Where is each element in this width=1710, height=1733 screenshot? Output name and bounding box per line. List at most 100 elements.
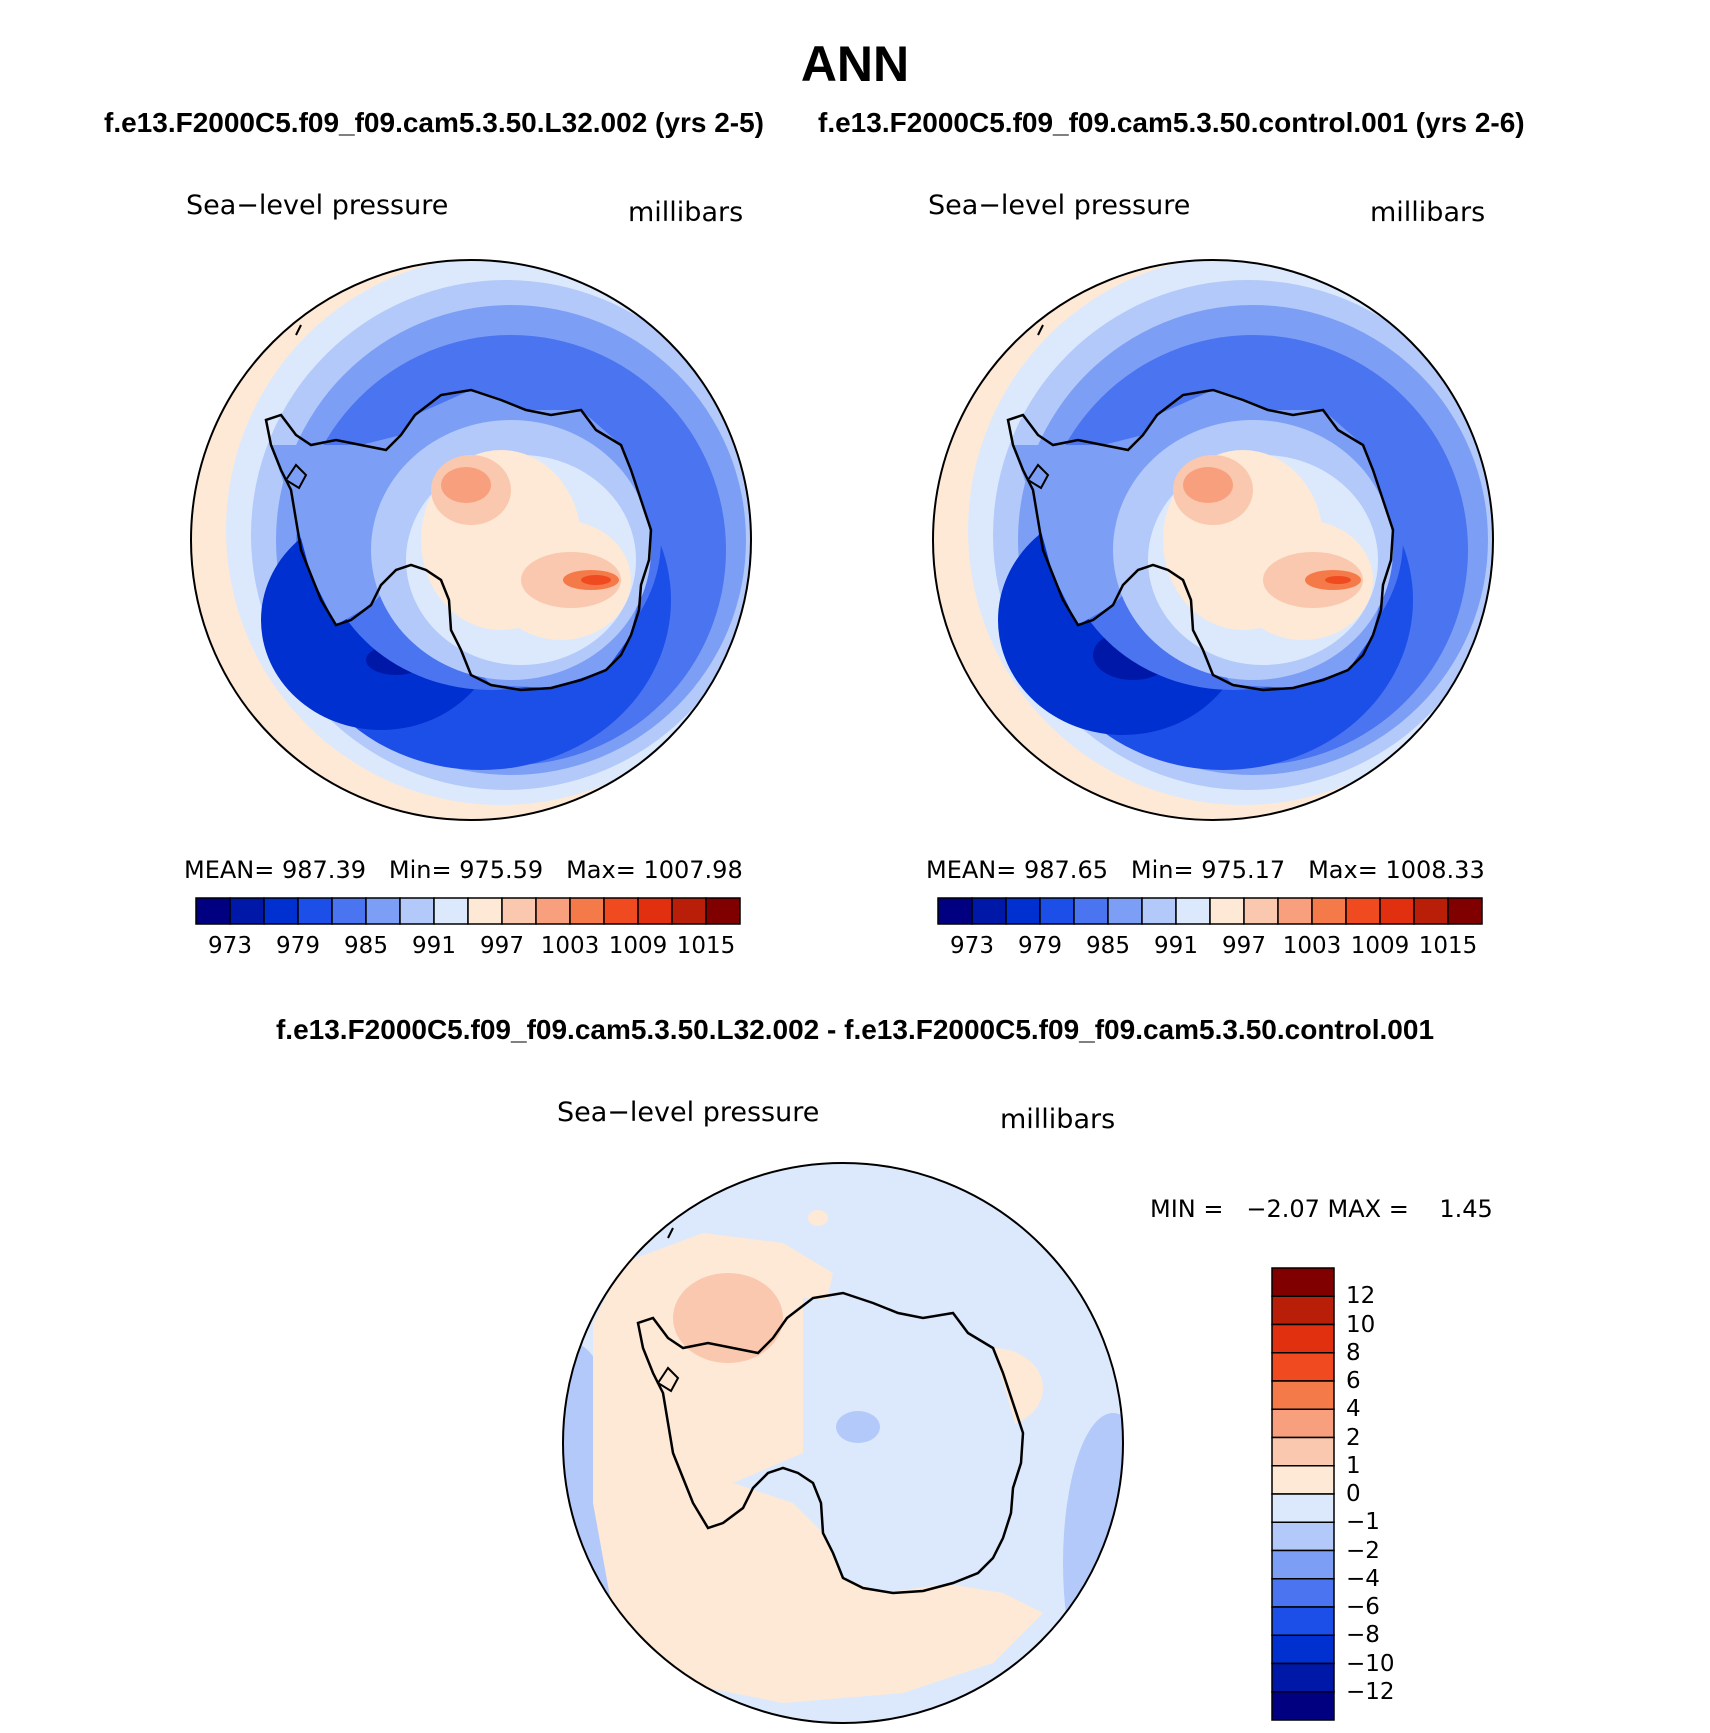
panel2-colorbar-box-1	[971, 897, 1007, 925]
panel2-max-value: 1008.33	[1385, 856, 1485, 884]
diff-colorbar-tick-label: 0	[1346, 1481, 1361, 1507]
diff-colorbar-tick-label: 4	[1346, 1396, 1361, 1423]
panel2-colorbar-tick-label: 1009	[1350, 933, 1410, 959]
panel2-colorbar-box-13	[1379, 897, 1415, 925]
panel2-colorbar-box-2	[1005, 897, 1041, 925]
panel2-mean-value: 987.65	[1024, 856, 1108, 884]
diff-colorbar-tick-label: −8	[1346, 1622, 1380, 1649]
panel2-run-title: f.e13.F2000C5.f09_f09.cam5.3.50.control.…	[818, 107, 1525, 138]
panel1-min-value: 975.59	[459, 856, 544, 884]
panel2-max-label: Max=	[1308, 856, 1378, 884]
panel2-colorbar-box-9	[1243, 897, 1279, 925]
panel2-colorbar-box-5	[1107, 897, 1143, 925]
diff-colorbar-box-15	[1271, 1691, 1335, 1721]
panel1-colorbar-box-6	[399, 897, 435, 925]
panel2-colorbar-box-7	[1175, 897, 1211, 925]
diff-colorbar-tick-label: 1	[1346, 1452, 1361, 1479]
panel2-min-value: 975.17	[1201, 856, 1286, 884]
panel2-polar-map	[932, 259, 1494, 821]
panel2-colorbar-box-8	[1209, 897, 1245, 925]
panel1-colorbar-tick-label: 991	[412, 933, 456, 959]
panel1-min-label: Min=	[388, 856, 452, 884]
panel1-mean-value: 987.39	[282, 856, 366, 884]
panel1-colorbar-box-10	[535, 897, 571, 925]
panel1-colorbar-box-7	[433, 897, 469, 925]
diff-colorbar-tick-label: −2	[1346, 1537, 1380, 1564]
panel1-colorbar-tick-label: 985	[344, 933, 388, 959]
diff-colorbar-tick-label: −12	[1346, 1678, 1395, 1705]
panel1-colorbar-box-14	[671, 897, 707, 925]
diff-colorbar-box-7	[1271, 1465, 1335, 1495]
panel2-colorbar-tick-label: 1003	[1282, 933, 1342, 959]
diff-colorbar-box-13	[1271, 1634, 1335, 1665]
panel1-polar-map	[190, 259, 752, 821]
diff-colorbar-box-0	[1271, 1267, 1335, 1297]
panel2-colorbar-tick-label: 997	[1222, 933, 1266, 959]
panel2-colorbar-box-11	[1311, 897, 1347, 925]
panel2-colorbar-tick-label: 991	[1154, 933, 1198, 959]
panel1-colorbar-box-5	[365, 897, 401, 925]
diff-colorbar-box-2	[1271, 1323, 1335, 1354]
panel2-colorbar-box-4	[1073, 897, 1109, 925]
panel1-colorbar-box-3	[297, 897, 333, 925]
diff-colorbar-box-10	[1271, 1549, 1335, 1580]
panel1-colorbar	[195, 897, 741, 925]
panel1-colorbar-box-8	[467, 897, 503, 925]
panel1-colorbar-tick-label: 1003	[540, 933, 600, 959]
panel2-colorbar-box-0	[937, 897, 973, 925]
panel1-colorbar-box-0	[195, 897, 231, 925]
panel1-colorbar-tick-label: 1009	[608, 933, 668, 959]
panel2-colorbar-box-15	[1447, 897, 1483, 925]
panel2-colorbar-tick-label: 1015	[1418, 933, 1478, 959]
panel1-colorbar-tick-label: 1015	[676, 933, 736, 959]
panel1-run-title: f.e13.F2000C5.f09_f09.cam5.3.50.L32.002 …	[104, 107, 764, 138]
diff-colorbar-box-1	[1271, 1295, 1335, 1326]
diff-colorbar-box-8	[1271, 1493, 1335, 1523]
plot-title: ANN	[800, 36, 910, 92]
diff-run-title: f.e13.F2000C5.f09_f09.cam5.3.50.L32.002 …	[275, 1014, 1435, 1045]
panel1-colorbar-box-1	[229, 897, 265, 925]
panel1-colorbar-box-2	[263, 897, 299, 925]
panel1-max-value: 1007.98	[643, 856, 743, 884]
diff-colorbar-tick-label: 10	[1346, 1311, 1376, 1338]
panel2-colorbar-tick-label: 985	[1086, 933, 1130, 959]
diff-colorbar-tick-label: 2	[1346, 1424, 1361, 1451]
panel2-colorbar	[937, 897, 1483, 925]
panel1-mean-label: MEAN=	[184, 856, 275, 884]
panel2-min-label: Min=	[1130, 856, 1194, 884]
diff-colorbar-tick-label: −1	[1346, 1509, 1380, 1536]
panel1-stats: MEAN= 987.39 Min= 975.59 Max= 1007.98	[184, 855, 743, 885]
panel1-max-label: Max=	[566, 856, 636, 884]
diff-colorbar-box-14	[1271, 1662, 1335, 1693]
diff-colorbar-tick-label: −10	[1346, 1650, 1395, 1677]
panel1-colorbar-box-11	[569, 897, 605, 925]
diff-minmax: MIN = −2.07 MAX = 1.45	[1150, 1195, 1493, 1223]
panel2-colorbar-tick-label: 973	[950, 933, 994, 959]
panel1-variable-label: Sea−level pressure	[186, 190, 449, 221]
diff-colorbar-tick-label: −4	[1346, 1565, 1380, 1592]
panel1-colorbar-box-12	[603, 897, 639, 925]
diff-colorbar-tick-label: 8	[1346, 1339, 1361, 1366]
diff-colorbar-box-5	[1271, 1408, 1335, 1439]
diff-colorbar-box-3	[1271, 1352, 1335, 1382]
panel2-colorbar-box-12	[1345, 897, 1381, 925]
panel1-colorbar-box-4	[331, 897, 367, 925]
panel2-stats: MEAN= 987.65 Min= 975.17 Max= 1008.33	[926, 855, 1485, 885]
diff-colorbar-tick-label: 12	[1346, 1283, 1376, 1310]
panel2-variable-label: Sea−level pressure	[928, 190, 1191, 221]
diff-colorbar-box-12	[1271, 1606, 1335, 1636]
panel2-colorbar-tick-label: 979	[1018, 933, 1062, 959]
panel2-mean-label: MEAN=	[926, 856, 1017, 884]
diff-variable-label: Sea−level pressure	[557, 1097, 820, 1128]
panel1-colorbar-box-13	[637, 897, 673, 925]
panel1-colorbar-tick-label: 979	[276, 933, 320, 959]
panel1-units-label: millibars	[628, 197, 744, 228]
diff-colorbar-box-4	[1271, 1380, 1335, 1410]
panel2-colorbar-box-6	[1141, 897, 1177, 925]
panel1-colorbar-box-9	[501, 897, 537, 925]
panel1-colorbar-tick-label: 997	[480, 933, 524, 959]
panel1-colorbar-box-15	[705, 897, 741, 925]
panel2-units-label: millibars	[1370, 197, 1486, 228]
diff-colorbar-box-11	[1271, 1578, 1335, 1608]
